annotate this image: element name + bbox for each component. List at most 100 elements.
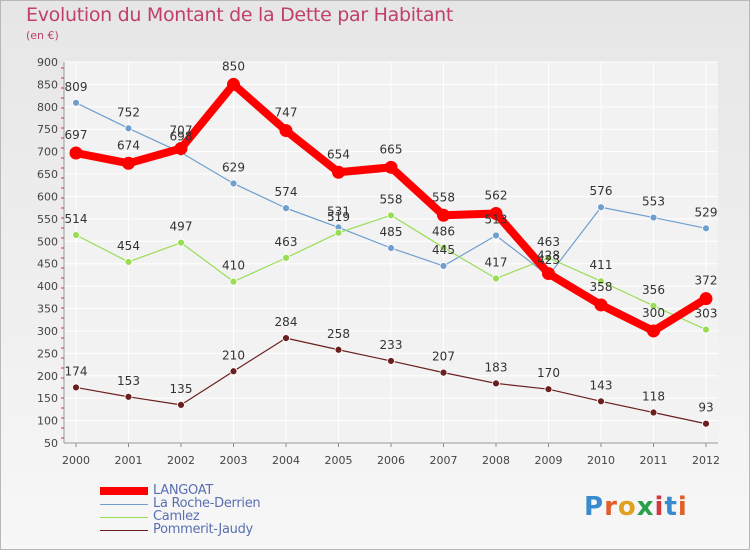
data-label: 514: [65, 212, 88, 226]
data-label: 665: [380, 142, 403, 156]
x-tick-label: 2006: [377, 454, 405, 467]
data-label: 170: [537, 366, 560, 380]
data-point: [544, 253, 553, 262]
logo-letter: i: [677, 492, 688, 522]
y-tick-label: 250: [37, 347, 58, 360]
data-point: [229, 277, 238, 286]
data-label: 558: [432, 190, 455, 204]
data-label: 153: [117, 374, 140, 388]
data-label: 558: [380, 192, 403, 206]
data-label: 513: [485, 212, 508, 226]
data-label: 93: [698, 401, 713, 415]
logo-letter: P: [584, 492, 605, 522]
data-point: [279, 124, 293, 138]
data-label: 118: [642, 390, 665, 404]
data-label: 553: [642, 195, 665, 209]
y-tick-label: 650: [37, 168, 58, 181]
data-point: [439, 243, 448, 252]
x-tick-label: 2011: [640, 454, 668, 467]
data-label: 423: [537, 253, 560, 267]
data-label: 358: [590, 280, 613, 294]
data-label: 850: [222, 59, 245, 73]
data-label: 809: [65, 80, 88, 94]
data-label: 410: [222, 259, 245, 273]
data-point: [72, 231, 80, 239]
data-label: 707: [170, 124, 193, 138]
x-tick-label: 2009: [535, 454, 563, 467]
y-tick-label: 550: [37, 213, 58, 226]
x-tick-label: 2004: [272, 454, 300, 467]
data-label: 174: [65, 364, 88, 378]
legend-label-langoat: LANGOAT: [153, 483, 213, 498]
data-point: [649, 408, 658, 417]
data-point: [177, 400, 185, 409]
data-point: [492, 274, 500, 283]
data-label: 233: [380, 338, 403, 352]
logo-letter: i: [654, 492, 665, 522]
x-tick-label: 2010: [587, 454, 615, 467]
logo-letter: o: [617, 492, 637, 522]
data-point: [702, 224, 710, 233]
data-label: 497: [170, 220, 193, 234]
data-point: [387, 357, 395, 365]
legend-swatch-langoat: [100, 486, 148, 495]
data-point: [699, 292, 713, 306]
data-label: 697: [65, 128, 88, 142]
y-tick-label: 500: [37, 235, 58, 248]
data-point: [334, 228, 343, 237]
data-label: 300: [642, 306, 665, 320]
data-point: [124, 392, 133, 401]
data-label: 428: [537, 249, 560, 263]
data-point: [334, 345, 343, 354]
data-label: 562: [485, 189, 508, 203]
legend-swatch-la-roche-derrien: [100, 503, 148, 505]
proxiti-logo: Proxiti: [584, 492, 688, 522]
data-point: [489, 207, 503, 221]
data-point: [647, 324, 660, 338]
data-point: [229, 367, 238, 376]
data-label: 372: [695, 274, 718, 288]
data-label: 454: [117, 239, 140, 253]
data-point: [439, 368, 448, 377]
data-point: [72, 383, 80, 392]
legend-label-camlez: Camlez: [153, 509, 200, 524]
chart-title: Evolution du Montant de la Dette par Hab…: [26, 4, 454, 26]
data-point: [597, 203, 605, 212]
data-point: [282, 253, 290, 262]
data-label: 183: [485, 360, 508, 374]
y-tick-label: 700: [37, 146, 58, 159]
y-tick-label: 750: [37, 123, 58, 136]
data-label: 485: [380, 225, 403, 239]
x-tick-label: 2007: [430, 454, 458, 467]
data-point: [544, 385, 553, 394]
y-tick-label: 300: [37, 325, 58, 338]
data-label: 143: [590, 378, 613, 392]
y-tick-label: 450: [37, 258, 58, 271]
data-label: 674: [117, 138, 140, 152]
data-point: [124, 124, 133, 133]
data-point: [437, 208, 450, 222]
data-point: [702, 419, 710, 428]
data-label: 445: [432, 243, 455, 257]
data-label: 698: [170, 130, 193, 144]
x-tick-label: 2008: [482, 454, 510, 467]
data-label: 486: [432, 225, 455, 239]
y-tick-label: 150: [37, 392, 58, 405]
data-label: 284: [275, 315, 298, 329]
data-label: 752: [117, 105, 140, 119]
y-tick-label: 800: [37, 101, 58, 114]
data-point: [282, 334, 290, 343]
data-point: [72, 98, 80, 107]
data-point: [594, 298, 608, 312]
data-point: [227, 77, 240, 91]
y-tick-label: 900: [37, 56, 58, 69]
data-point: [174, 142, 188, 156]
logo-letter: x: [636, 492, 655, 522]
data-point: [384, 160, 398, 174]
data-point: [69, 146, 83, 160]
y-tick-label: 200: [37, 370, 58, 383]
data-point: [649, 213, 658, 222]
data-label: 747: [275, 106, 298, 120]
legend-swatch-pommerit-jaudy: [100, 529, 148, 531]
x-tick-label: 2001: [115, 454, 143, 467]
